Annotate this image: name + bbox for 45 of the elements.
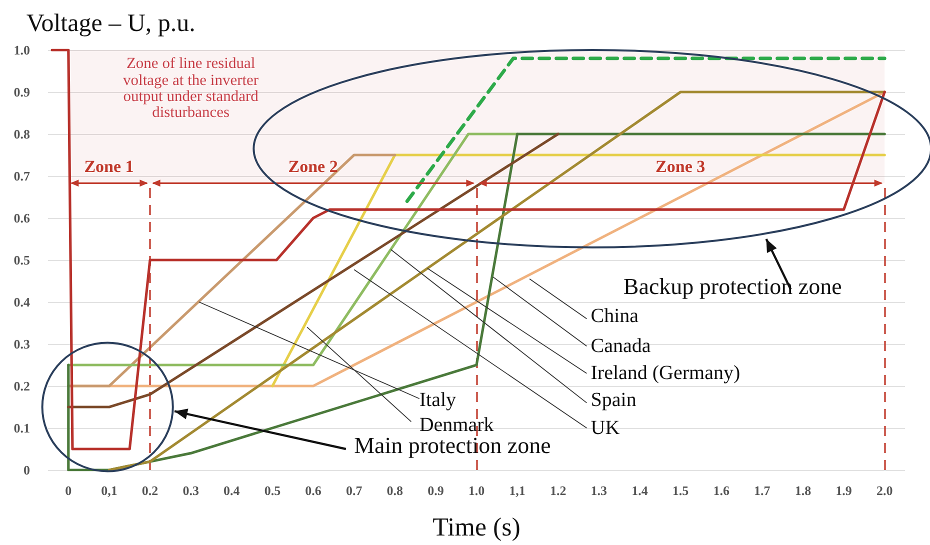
y-tick-label: 0.3 bbox=[14, 336, 30, 352]
band-label: Zone 1 bbox=[84, 157, 134, 176]
y-tick-label: 0.1 bbox=[14, 420, 30, 436]
x-tick-label: 1.9 bbox=[836, 483, 852, 498]
annotation: Backup protection zone bbox=[623, 274, 842, 299]
x-tick-label: 1.5 bbox=[672, 483, 690, 498]
x-axis-title: Time (s) bbox=[432, 512, 520, 542]
x-tick-label: 0.2 bbox=[142, 483, 158, 498]
y-tick-label: 0.5 bbox=[14, 252, 30, 268]
y-tick-label: 0 bbox=[24, 462, 30, 478]
x-tick-label: 0 bbox=[65, 483, 72, 498]
annotation: Ireland (Germany) bbox=[590, 362, 740, 384]
x-tick-label: 0.3 bbox=[182, 483, 200, 498]
x-tick-label: 0.6 bbox=[305, 483, 322, 498]
annotation: Zone of line residual voltage at the inverter output under standard disturbances bbox=[122, 55, 260, 122]
x-tick-label: 0.5 bbox=[264, 483, 282, 498]
x-tick-label: 1.4 bbox=[632, 483, 648, 498]
annotation: Italy bbox=[419, 389, 456, 412]
band-label: Zone 2 bbox=[288, 157, 338, 176]
annotation: Spain bbox=[590, 389, 636, 412]
y-tick-label: 1.0 bbox=[14, 42, 30, 58]
x-tick-label: 1.8 bbox=[794, 483, 812, 498]
y-tick-label: 0.9 bbox=[14, 84, 30, 100]
x-tick-label: 1.0 bbox=[468, 483, 485, 498]
x-tick-label: 0.7 bbox=[346, 483, 363, 498]
y-tick-label: 0.2 bbox=[14, 378, 30, 394]
annotation: UK bbox=[590, 416, 620, 438]
y-tick-label: 0.6 bbox=[14, 210, 30, 226]
annotation: Canada bbox=[590, 334, 651, 357]
x-tick-label: 1.2 bbox=[550, 483, 566, 498]
x-tick-label: 2.0 bbox=[876, 483, 893, 498]
y-axis-title: Voltage – U, p.u. bbox=[26, 10, 196, 37]
band-label: Zone 3 bbox=[656, 157, 706, 176]
y-tick-label: 0.4 bbox=[14, 294, 30, 310]
x-tick-label: 0,1 bbox=[101, 483, 118, 498]
x-tick-label: 0.4 bbox=[224, 483, 240, 498]
x-tick-label: 1,1 bbox=[509, 483, 526, 498]
y-tick-label: 0.8 bbox=[14, 126, 30, 142]
x-tick-label: 1.7 bbox=[754, 483, 771, 498]
y-tick-label: 0.7 bbox=[14, 168, 30, 184]
x-tick-label: 0.8 bbox=[386, 483, 404, 498]
x-tick-label: 1.3 bbox=[590, 483, 608, 498]
annotation: China bbox=[590, 305, 639, 328]
x-tick-label: 0.9 bbox=[428, 483, 444, 498]
x-tick-label: 1.6 bbox=[713, 483, 730, 498]
